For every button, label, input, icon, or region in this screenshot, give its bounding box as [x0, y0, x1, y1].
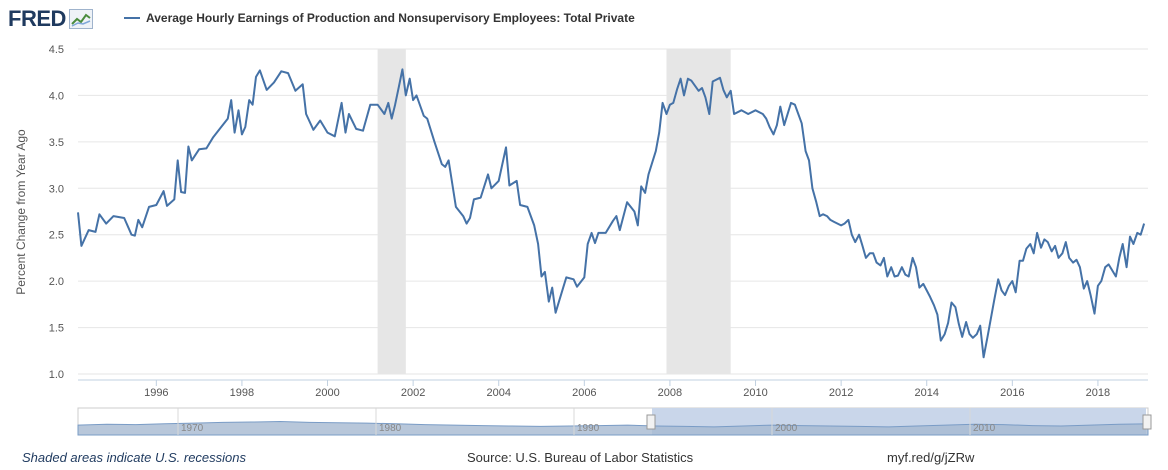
legend-label: Average Hourly Earnings of Production an…: [146, 11, 635, 25]
legend-line-swatch: [124, 17, 140, 19]
navigator-tick-label: 1990: [577, 423, 600, 434]
navigator-tick-label: 2010: [973, 423, 996, 434]
x-tick-label: 2016: [1000, 387, 1024, 399]
x-tick-label: 2012: [829, 387, 853, 399]
x-tick-label: 2014: [914, 387, 938, 399]
y-tick-label: 4.5: [49, 44, 64, 56]
y-tick-label: 3.0: [49, 183, 64, 195]
y-axis-title: Percent Change from Year Ago: [14, 129, 28, 295]
navigator-area: [77, 420, 1149, 436]
x-tick-label: 2002: [401, 387, 425, 399]
y-tick-label: 2.5: [49, 230, 64, 242]
x-tick-label: 1998: [230, 387, 254, 399]
y-tick-label: 2.0: [49, 276, 64, 288]
x-tick-label: 2010: [743, 387, 767, 399]
navigator-tick-label: 2000: [775, 423, 798, 434]
range-navigator[interactable]: 1970 1980 1990 2000 2010: [77, 407, 1152, 436]
fred-logo[interactable]: FRED: [8, 6, 66, 31]
x-tick-label: 2004: [486, 387, 510, 399]
x-tick-label: 2006: [572, 387, 596, 399]
navigator-ticks: 1970 1980 1990 2000 2010: [177, 408, 996, 435]
recession-note: Shaded areas indicate U.S. recessions: [22, 450, 247, 465]
recession-band-1: [377, 49, 406, 374]
navigator-left-handle[interactable]: [646, 414, 656, 430]
x-tick-label: 2008: [658, 387, 682, 399]
x-tick-label: 2018: [1086, 387, 1110, 399]
fred-header: FRED: [8, 6, 93, 32]
x-tick-label: 1996: [144, 387, 168, 399]
recession-shading: [377, 49, 731, 374]
y-tick-label: 1.5: [49, 323, 64, 335]
y-tick-label: 3.5: [49, 137, 64, 149]
y-tick-label: 1.0: [49, 369, 64, 381]
x-axis: 1996 1998 2000 2002 2004 2006 2008 2010 2012 2014…: [78, 379, 1148, 399]
recession-band-2: [666, 49, 731, 374]
short-link[interactable]: myf.red/g/jZRw: [887, 450, 975, 465]
navigator-tick-label: 1980: [379, 423, 402, 434]
line-chart-logo-icon: [68, 9, 93, 29]
series-line-1[interactable]: [77, 68, 1146, 359]
y-axis: 1.0 1.5 2.0 2.5 3.0 3.5 4.0 4.5: [49, 44, 64, 381]
navigator-tick-label: 1970: [181, 423, 204, 434]
navigator-right-handle[interactable]: [1142, 414, 1152, 430]
y-tick-label: 4.0: [49, 90, 64, 102]
series-earnings[interactable]: [77, 68, 1146, 359]
y-gridlines: [78, 48, 1148, 375]
source-text: Source: U.S. Bureau of Labor Statistics: [467, 450, 694, 465]
chart-legend[interactable]: Average Hourly Earnings of Production an…: [124, 11, 635, 25]
x-tick-label: 2000: [315, 387, 339, 399]
